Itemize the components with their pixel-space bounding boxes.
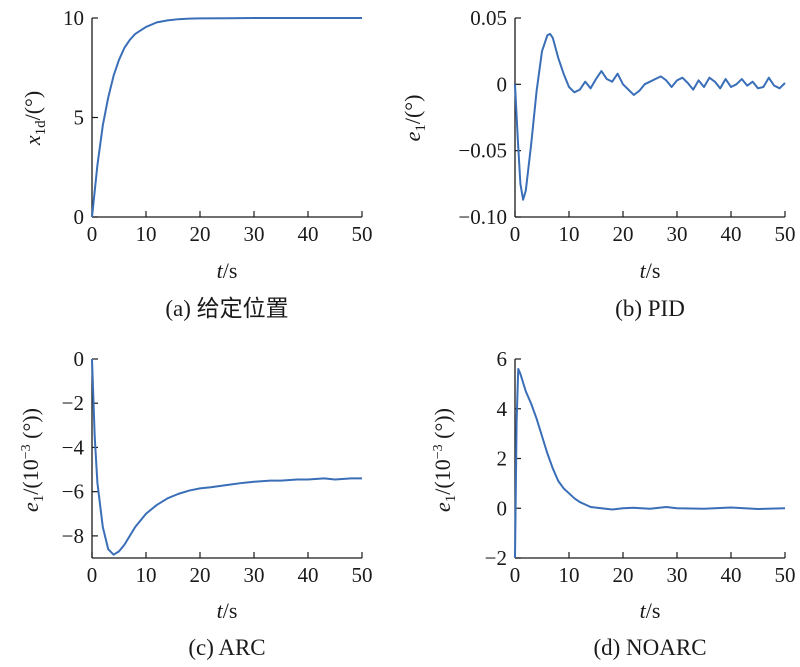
y-axis-label-c: e1/(10−3 (°)) <box>18 408 47 512</box>
caption-d: (d) NOARC <box>593 635 706 660</box>
y-tick-label-b-0: 0.05 <box>470 6 507 30</box>
y-tick-label-c-2: −4 <box>62 435 85 459</box>
y-tick-label-d-2: 2 <box>497 447 508 471</box>
svg-text:e1/(°): e1/(°) <box>400 95 429 142</box>
y-axis-label-d: e1/(10−3 (°)) <box>430 408 459 512</box>
x-tick-label-c-2: 20 <box>190 563 211 587</box>
series-line-a-0 <box>91 17 362 218</box>
series-line-c-0 <box>91 358 362 556</box>
x-tick-label-a-5: 50 <box>352 222 373 246</box>
x-tick-label-d-0: 0 <box>510 563 521 587</box>
series-line-d-0 <box>514 367 786 559</box>
svg-text:t/s: t/s <box>217 258 238 283</box>
svg-text:e1/(10−3 (°)): e1/(10−3 (°)) <box>430 408 459 512</box>
y-tick-label-c-3: −6 <box>62 480 84 504</box>
plot-b: 0 10 20 30 40 50 0.05 0 −0.05 −0.10 <box>458 6 795 246</box>
y-tick-label-a-0: 0 <box>74 205 85 229</box>
x-axis-label-d: t/s <box>640 598 661 623</box>
y-tick-label-c-1: −2 <box>62 391 84 415</box>
y-tick-label-b-2: −0.05 <box>458 139 507 163</box>
y-tick-label-a-2: 10 <box>63 6 84 30</box>
svg-text:x1d/(°): x1d/(°) <box>20 91 49 146</box>
y-tick-label-a-1: 5 <box>74 106 85 130</box>
x-tick-label-a-1: 10 <box>136 222 157 246</box>
y-tick-label-c-0: 0 <box>74 347 85 371</box>
x-tick-label-b-3: 30 <box>667 222 688 246</box>
svg-text:t/s: t/s <box>640 258 661 283</box>
y-axis-label-b: e1/(°) <box>400 95 429 142</box>
y-tick-label-b-3: −0.10 <box>458 205 507 229</box>
x-tick-label-c-0: 0 <box>87 563 98 587</box>
x-tick-label-b-5: 50 <box>775 222 796 246</box>
y-tick-label-d-4: −2 <box>485 546 507 570</box>
chart-panel-a: 0 10 20 30 40 50 0 5 10 x1d/(°) t/s (a) 给定位置 <box>20 6 373 321</box>
chart-panel-b: 0 10 20 30 40 50 0.05 0 −0.05 −0.10 e1/(°) t/s (b… <box>400 6 796 321</box>
y-tick-label-c-4: −8 <box>62 524 84 548</box>
x-axis-label-b: t/s <box>640 258 661 283</box>
x-tick-label-d-3: 30 <box>667 563 688 587</box>
x-tick-label-b-4: 40 <box>721 222 742 246</box>
svg-text:t/s: t/s <box>640 598 661 623</box>
x-tick-label-d-5: 50 <box>775 563 796 587</box>
x-tick-label-b-2: 20 <box>613 222 634 246</box>
series-line-b-0 <box>514 32 786 201</box>
x-tick-label-d-4: 40 <box>721 563 742 587</box>
chart-panel-c: 0 10 20 30 40 50 0 −2 −4 −6 −8 e1/(10−3 (°)) t/s (… <box>18 347 373 660</box>
x-tick-label-c-5: 50 <box>352 563 373 587</box>
x-tick-label-b-1: 10 <box>559 222 580 246</box>
y-tick-label-d-1: 4 <box>497 397 508 421</box>
x-tick-label-b-0: 0 <box>510 222 521 246</box>
y-tick-label-b-1: 0 <box>497 72 508 96</box>
svg-text:e1/(10−3 (°)): e1/(10−3 (°)) <box>18 408 47 512</box>
x-tick-label-c-1: 10 <box>136 563 157 587</box>
x-tick-label-a-2: 20 <box>190 222 211 246</box>
x-axis-label-a: t/s <box>217 258 238 283</box>
plot-a: 0 10 20 30 40 50 0 5 10 <box>63 6 373 246</box>
x-tick-label-d-1: 10 <box>559 563 580 587</box>
svg-text:t/s: t/s <box>217 598 238 623</box>
y-axis-label-a: x1d/(°) <box>20 91 49 146</box>
caption-b: (b) PID <box>615 296 685 321</box>
x-tick-label-a-4: 40 <box>298 222 319 246</box>
caption-c: (c) ARC <box>188 635 265 660</box>
x-tick-label-d-2: 20 <box>613 563 634 587</box>
y-tick-label-d-0: 6 <box>497 347 508 371</box>
x-tick-label-a-0: 0 <box>87 222 98 246</box>
caption-a: (a) 给定位置 <box>165 296 288 321</box>
y-tick-label-d-3: 0 <box>497 496 508 520</box>
plot-c: 0 10 20 30 40 50 0 −2 −4 −6 −8 <box>62 347 373 587</box>
x-tick-label-c-3: 30 <box>244 563 265 587</box>
x-axis-label-c: t/s <box>217 598 238 623</box>
x-tick-label-c-4: 40 <box>298 563 319 587</box>
x-tick-label-a-3: 30 <box>244 222 265 246</box>
